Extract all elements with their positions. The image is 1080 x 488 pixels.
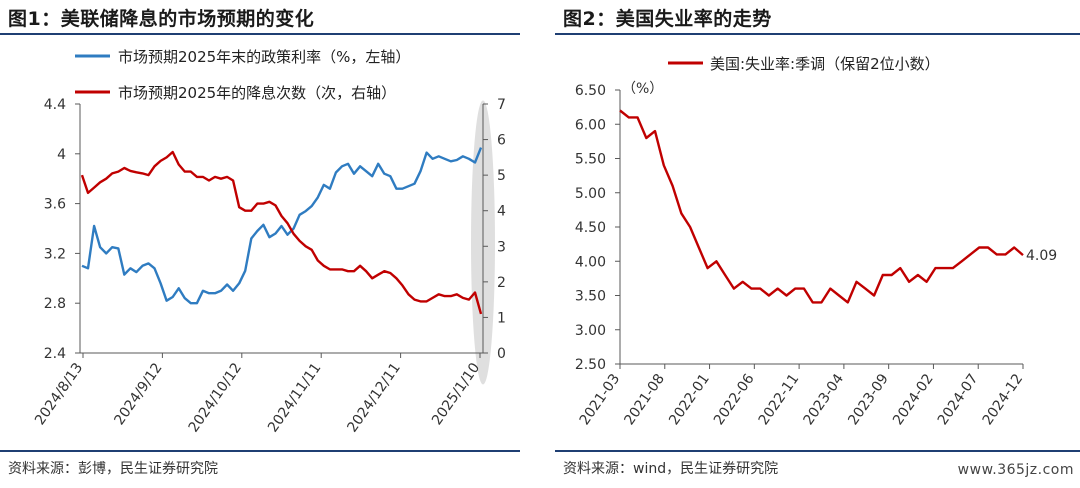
y-tick-label: 5.50	[575, 152, 606, 168]
left-tick-label: 2.4	[44, 346, 66, 362]
x-tick-label: 2022-11	[756, 371, 803, 428]
chart-panel-unemployment: 图2：美国失业率的走势 2.50 3.00 3.50 4.00 4.50 5.00 5.50…	[555, 0, 1080, 488]
left-tick-label: 2.8	[44, 296, 66, 312]
right-tick-label: 4	[497, 204, 506, 220]
panel-title: 图1：美联储降息的市场预期的变化	[8, 8, 315, 30]
source-divider	[555, 450, 1080, 452]
x-tick-label: 2024-07	[935, 371, 982, 428]
watermark: www.365jz.com	[957, 462, 1074, 478]
y-tick-label: 4.00	[575, 254, 606, 270]
series-line-cut-count	[80, 150, 483, 315]
right-tick-label: 2	[497, 275, 506, 291]
legend-label: 市场预期2025年末的政策利率（%，左轴）	[118, 48, 410, 66]
x-tick-label: 2023-09	[845, 371, 892, 428]
left-tick-label: 3.2	[44, 246, 66, 262]
x-tick-label: 2024-12	[980, 371, 1027, 428]
chart-panel-rate-expectations: 图1：美联储降息的市场预期的变化 2.4 2.8 3.2 3.6 4 4.4 0 1 2 3 4 5 6…	[0, 0, 520, 488]
x-tick-label: 2024/10/12	[186, 360, 245, 435]
x-tick-label: 2024/11/11	[265, 360, 324, 435]
right-tick-label: 1	[497, 310, 506, 326]
y-tick-label: 4.50	[575, 220, 606, 236]
right-tick-label: 7	[497, 97, 506, 113]
left-tick-label: 4	[57, 147, 66, 163]
x-tick-label: 2024/12/11	[344, 360, 403, 435]
legend-label: 美国:失业率:季调（保留2位小数）	[710, 55, 940, 73]
title-divider	[555, 33, 1080, 35]
y-tick-label: 3.50	[575, 289, 606, 305]
right-tick-label: 3	[497, 239, 506, 255]
left-tick-label: 3.6	[44, 197, 66, 213]
legend-label: 市场预期2025年的降息次数（次，右轴）	[118, 84, 396, 102]
x-tick-label: 2021-08	[621, 371, 668, 428]
source-note: 资料来源：wind，民生证券研究院	[563, 461, 779, 477]
y-tick-label: 5.00	[575, 186, 606, 202]
panel-title: 图2：美国失业率的走势	[563, 8, 772, 30]
x-tick-label: 2021-03	[577, 371, 624, 428]
x-tick-label: 2024/8/13	[32, 360, 86, 428]
series-line-unemployment	[619, 109, 1024, 304]
left-tick-label: 4.4	[44, 97, 66, 113]
right-tick-label: 0	[497, 346, 506, 362]
x-tick-label: 2024-02	[890, 371, 937, 428]
y-tick-label: 3.00	[575, 323, 606, 339]
x-tick-label: 2022-01	[666, 371, 713, 428]
title-divider	[0, 33, 520, 35]
y-tick-label: 6.50	[575, 83, 606, 99]
x-tick-label: 2022-06	[711, 371, 758, 428]
source-note: 资料来源：彭博，民生证券研究院	[8, 461, 218, 477]
y-tick-label: 2.50	[575, 357, 606, 373]
unit-label: （%）	[622, 81, 663, 97]
unemployment-chart: 2.50 3.00 3.50 4.00 4.50 5.00 5.50 6.00 6.50 （%） 2…	[575, 55, 1057, 428]
series-line-policy-rate	[81, 147, 483, 305]
x-tick-label: 2025/1/10	[429, 360, 483, 428]
right-tick-label: 5	[497, 168, 506, 184]
x-tick-label: 2023-04	[801, 371, 848, 428]
end-value-label: 4.09	[1026, 248, 1057, 264]
x-tick-label: 2024/9/12	[111, 360, 165, 428]
source-divider	[0, 450, 520, 452]
y-tick-label: 6.00	[575, 117, 606, 133]
right-tick-label: 6	[497, 133, 506, 149]
rate-expectation-chart: 2.4 2.8 3.2 3.6 4 4.4 0 1 2 3 4 5 6 7 2024/8/13 2024/9/…	[32, 48, 506, 435]
